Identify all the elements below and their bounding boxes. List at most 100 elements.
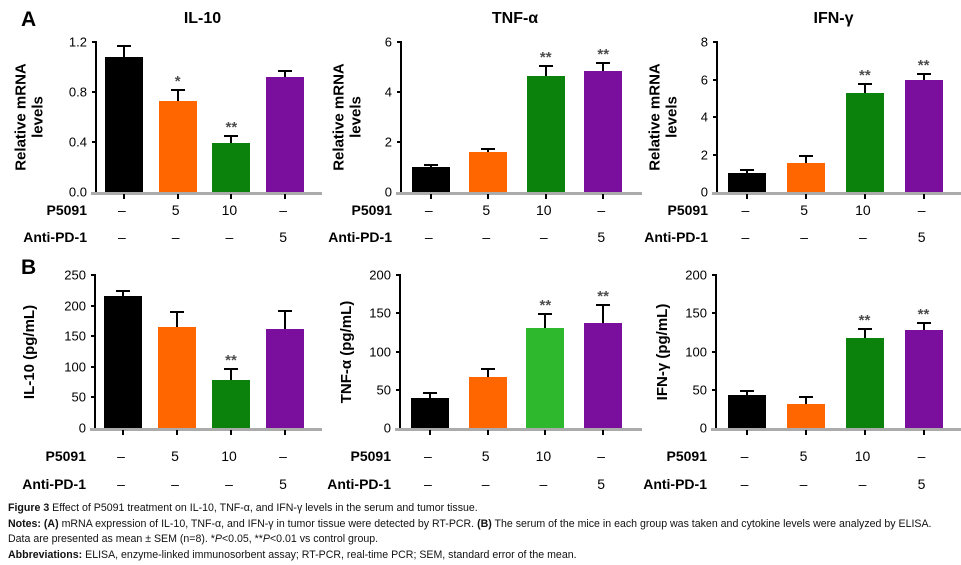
y-tick-label: 200 xyxy=(685,267,707,283)
figure-caption: Figure 3 Effect of P5091 treatment on IL… xyxy=(8,501,953,564)
error-bar-cap xyxy=(116,45,131,47)
x-tick-mark xyxy=(230,194,233,199)
error-bar-cap xyxy=(278,70,293,72)
y-tick-label: 4 xyxy=(700,109,708,125)
bar-tnfa-elisa-2 xyxy=(526,327,565,428)
error-bar-cap xyxy=(798,396,813,399)
dose-value: 5 xyxy=(917,229,926,245)
dose-value: – xyxy=(741,202,750,218)
dose-row-label: P5091 xyxy=(45,448,86,464)
x-tick-mark xyxy=(745,430,748,435)
chart-panel-ifng-elisa: IFN-γ (pg/mL) 0 50 100 150 200 ** ** P5091 – 5 1… xyxy=(640,250,961,505)
caption-segment: mRNA expression of IL-10, TNF-α, and IFN… xyxy=(58,517,478,530)
y-tick-label: 100 xyxy=(64,359,86,375)
y-tick-mark xyxy=(713,116,718,118)
y-tick-label: 150 xyxy=(64,328,86,344)
dose-value: – xyxy=(482,229,491,245)
axis-baseline-shadow xyxy=(395,428,642,431)
plot-area: 0.0 0.4 0.8 1.2 * ** xyxy=(69,35,322,200)
dose-row-label: Anti-PD-1 xyxy=(643,476,707,492)
dose-value: 10 xyxy=(221,448,237,464)
significance-label: ** xyxy=(539,49,552,66)
x-tick-mark xyxy=(602,194,605,199)
y-tick-label: 100 xyxy=(685,344,707,359)
y-tick-label: 0.0 xyxy=(68,184,87,200)
dose-value: 10 xyxy=(535,448,552,464)
bar-il10-mrna-1 xyxy=(158,100,197,192)
error-bar xyxy=(745,392,748,396)
y-tick-mark xyxy=(397,41,402,43)
section-label-b: B xyxy=(21,256,37,279)
y-tick-label: 150 xyxy=(685,305,707,321)
dose-value: – xyxy=(740,448,749,464)
plot-area: 0 2 4 6 8 ** ** xyxy=(701,35,961,200)
y-tick-mark xyxy=(396,388,401,391)
y-axis-label: Relative mRNA levels xyxy=(646,63,681,171)
y-tick-mark xyxy=(397,91,402,93)
bar-ifng-elisa-3 xyxy=(904,330,943,428)
dose-row-anti-pd1: Anti-PD-1 – – – 5 xyxy=(22,476,310,492)
error-bar-cap xyxy=(538,65,553,67)
error-bar-cap xyxy=(857,83,872,86)
bar-tnfa-elisa-0 xyxy=(410,398,449,428)
error-bar xyxy=(805,157,808,163)
error-bar xyxy=(428,393,431,399)
error-bar xyxy=(863,85,866,93)
error-bar-cap xyxy=(278,310,292,313)
dose-row-label: Anti-PD-1 xyxy=(327,476,391,492)
y-axis-label: Relative mRNA levels xyxy=(330,63,365,171)
y-tick-label: 2 xyxy=(700,147,708,162)
x-tick-mark xyxy=(230,430,232,435)
dose-value: – xyxy=(539,476,548,492)
dose-value: – xyxy=(171,229,180,245)
error-bar xyxy=(746,170,749,174)
chart-panel-ifng-mrna: IFN-γ Relative mRNA levels 0 2 4 6 8 ** ** P50… xyxy=(640,0,961,250)
y-tick-label: 200 xyxy=(64,298,86,314)
y-tick-mark xyxy=(397,141,402,143)
error-bar xyxy=(544,314,547,328)
dose-value: – xyxy=(799,476,808,492)
error-bar xyxy=(122,291,124,297)
bar-il10-elisa-3 xyxy=(266,329,304,428)
axis-baseline-shadow xyxy=(712,192,961,195)
dose-row-p5091: P5091 – 5 10 – xyxy=(46,448,310,464)
x-tick-mark xyxy=(176,194,179,199)
y-tick-mark xyxy=(91,365,96,368)
chart-panel-il10-elisa: IL-10 (pg/mL) 0 50 100 150 200 250 ** P5091 – 5… xyxy=(0,250,322,505)
bar-il10-mrna-2 xyxy=(212,143,251,192)
error-bar xyxy=(602,306,605,324)
dose-row-label: Anti-PD-1 xyxy=(23,229,87,245)
chart-panel-tnfa-mrna: TNF-α Relative mRNA levels 0 2 4 6 ** ** P509… xyxy=(320,0,642,250)
error-bar-cap xyxy=(596,304,611,307)
y-tick-label: 100 xyxy=(369,344,391,359)
error-bar xyxy=(922,74,925,81)
significance-label: ** xyxy=(597,288,609,306)
chart-panel-tnfa-elisa: TNF-α (pg/mL) 0 50 100 150 200 ** ** P5091 – 5 1… xyxy=(320,250,642,505)
dose-value: – xyxy=(800,229,809,245)
error-bar-cap xyxy=(916,72,931,75)
dose-row-p5091: P5091 – 5 10 – xyxy=(667,448,951,464)
caption-segment: Abbreviations: xyxy=(8,549,86,562)
significance-label: ** xyxy=(225,352,237,370)
y-tick-label: 50 xyxy=(692,382,707,398)
dose-value: – xyxy=(279,448,287,464)
dose-value: 10 xyxy=(854,448,871,464)
dose-value: – xyxy=(858,229,867,245)
chart-title: IL-10 xyxy=(183,10,222,27)
dose-value: – xyxy=(741,229,750,245)
error-bar xyxy=(863,330,866,338)
axis-baseline-shadow xyxy=(91,192,322,195)
bar-ifng-mrna-0 xyxy=(728,173,767,192)
dose-value: – xyxy=(423,448,432,464)
y-tick-label: 0 xyxy=(383,420,391,436)
caption-segment: Effect of P5091 treatment on IL-10, TNF-… xyxy=(52,502,478,514)
dose-row-label: Anti-PD-1 xyxy=(644,229,708,245)
x-tick-mark xyxy=(746,194,749,199)
chart-panel-il10-mrna: IL-10 Relative mRNA levels 0.0 0.4 0.8 1.2 *… xyxy=(0,0,322,250)
dose-row-p5091: P5091 – 5 10 – xyxy=(351,448,630,464)
dose-value: 5 xyxy=(799,448,808,464)
y-tick-label: 0.8 xyxy=(68,84,87,100)
error-bar-cap xyxy=(538,312,553,315)
bar-il10-elisa-2 xyxy=(212,380,250,428)
x-tick-mark xyxy=(804,430,807,435)
